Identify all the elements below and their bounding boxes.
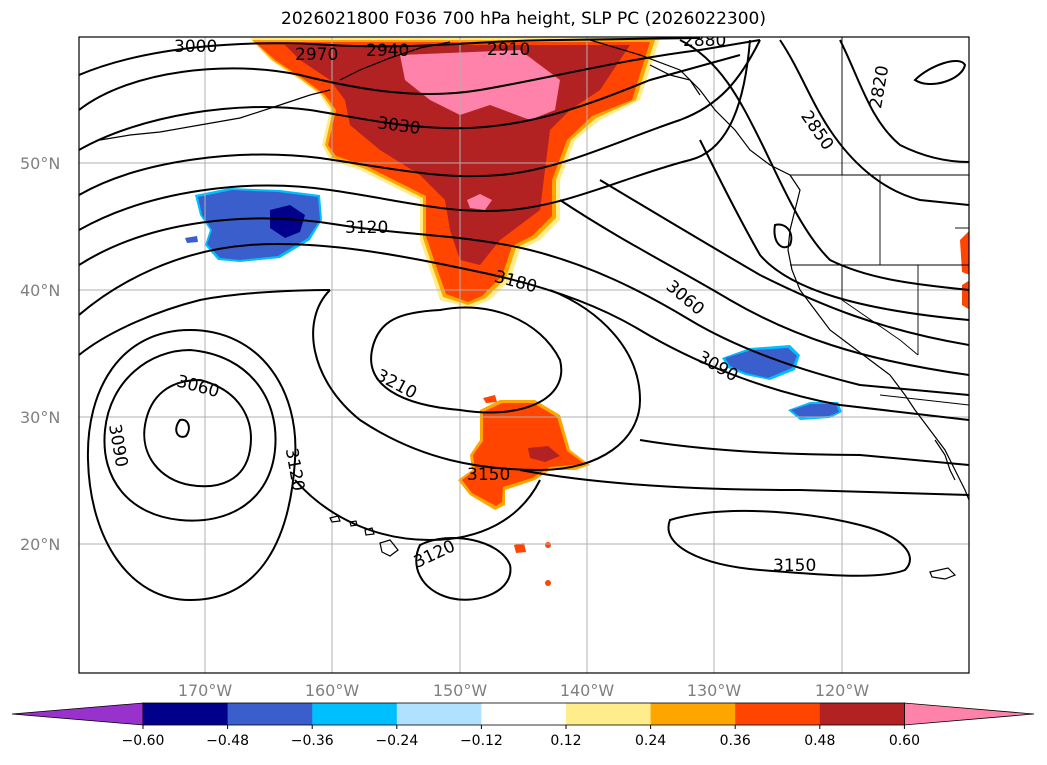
political-borders (790, 37, 969, 406)
graticule (79, 37, 969, 673)
contour-label: 2880 (683, 31, 726, 51)
lon-label: 170°W (178, 681, 233, 700)
colorbar-tick-label: 0.60 (889, 733, 920, 749)
lat-label: 30°N (20, 408, 60, 427)
colorbar-tick-label: 0.12 (550, 733, 581, 749)
colorbar-tick-label: −0.60 (122, 733, 165, 749)
positive-anomaly-south (458, 395, 590, 586)
colorbar-segment (819, 703, 905, 725)
colorbar-segment (735, 703, 821, 725)
colorbar-tick-label: 0.36 (720, 733, 751, 749)
map-frame (78, 36, 970, 674)
lat-label: 50°N (20, 154, 60, 173)
contour-label: 3120 (411, 536, 459, 572)
contour-label: 3060 (174, 372, 221, 403)
latitude-labels: 50°N 40°N 30°N 20°N (20, 154, 60, 554)
colorbar-tick-label: 0.48 (804, 733, 835, 749)
lon-label: 120°W (815, 681, 870, 700)
height-contours (79, 37, 969, 602)
contour-label: 2820 (866, 64, 893, 110)
colorbar-segment (143, 703, 229, 725)
colorbar-segment (481, 703, 567, 725)
colorbar-segment (396, 703, 482, 725)
colorbar-tick-label: −0.48 (206, 733, 249, 749)
lon-label: 130°W (687, 681, 742, 700)
colorbar: −0.60 −0.48 −0.36 −0.24 −0.12 0.12 0.24 0.36 0.4… (11, 702, 1035, 749)
contour-label: 3120 (345, 218, 388, 238)
contour-label: 3150 (773, 556, 816, 576)
map-area: 3000 2970 2940 2910 2880 2820 2850 3030 … (79, 31, 969, 673)
contour-label: 3180 (492, 267, 539, 298)
positive-anomaly-north (250, 38, 660, 308)
contour-label: 3150 (467, 465, 510, 485)
lat-label: 20°N (20, 535, 60, 554)
colorbar-tick-label: −0.12 (460, 733, 503, 749)
contour-label: 2940 (366, 41, 409, 61)
contour-label: 3090 (694, 347, 741, 386)
longitude-labels: 170°W 160°W 150°W 140°W 130°W 120°W (178, 681, 870, 700)
colorbar-tick-label: −0.36 (291, 733, 334, 749)
contour-label: 3120 (281, 447, 308, 493)
chart-title: 2026021800 F036 700 hPa height, SLP PC (… (281, 9, 766, 29)
contour-label: 2910 (487, 40, 530, 60)
colorbar-tick-label: 0.24 (635, 733, 666, 749)
colorbar-segment (566, 703, 652, 725)
contour-label: 3000 (174, 37, 217, 57)
negative-anomaly-east (722, 345, 842, 420)
colorbar-extend-high (904, 702, 1035, 726)
contour-label: 2970 (295, 45, 338, 65)
colorbar-segment (227, 703, 313, 725)
colorbar-segment (312, 703, 398, 725)
contour-label: 3210 (372, 365, 420, 403)
positive-anomaly-east (960, 231, 969, 310)
colorbar-tick-label: −0.24 (375, 733, 418, 749)
lon-label: 140°W (560, 681, 615, 700)
lon-label: 160°W (305, 681, 360, 700)
colorbar-segment (650, 703, 736, 725)
contour-label: 3090 (104, 423, 131, 469)
lon-label: 150°W (433, 681, 488, 700)
lat-label: 40°N (20, 281, 60, 300)
colorbar-outline (142, 702, 905, 726)
colorbar-extend-low (11, 702, 144, 726)
